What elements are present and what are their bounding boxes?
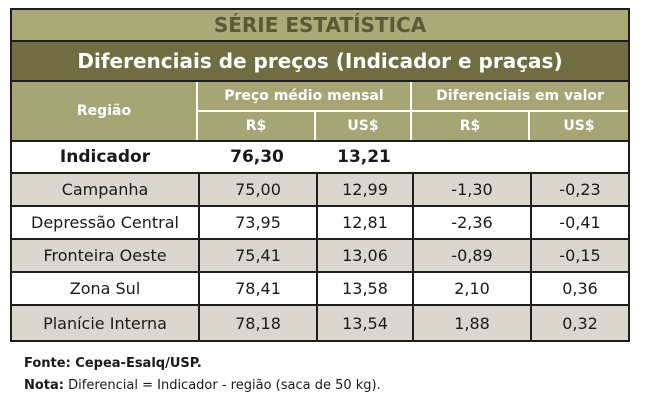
price-rs-cell: 75,41 [235, 246, 281, 265]
region-cell: Fronteira Oeste [43, 246, 167, 265]
diff-rs-cell: 1,88 [454, 313, 490, 333]
footer-note-text: Diferencial = Indicador - região (saca d… [64, 378, 381, 393]
table-row: Zona Sul 78,41 13,58 2,10 0,36 [12, 273, 628, 306]
indicator-label: Indicador [59, 147, 151, 167]
diff-usd-cell: 0,32 [562, 313, 598, 333]
diff-rs-cell: -2,36 [451, 213, 493, 232]
price-rs-cell: 75,00 [235, 180, 281, 199]
header-preco-usd: US$ [316, 112, 412, 140]
diff-usd-cell: 0,36 [562, 279, 598, 298]
diff-usd-cell: -0,15 [559, 246, 601, 265]
diff-usd-cell: -0,41 [559, 213, 601, 232]
diff-usd-cell: -0,23 [559, 180, 601, 199]
table-row: Depressão Central 73,95 12,81 -2,36 -0,4… [12, 207, 628, 240]
price-table: SÉRIE ESTATÍSTICA Diferenciais de preços… [10, 8, 630, 342]
footer-source: Fonte: Cepea-Esalq/USP. [24, 356, 202, 371]
price-usd-cell: 13,06 [342, 246, 388, 265]
indicator-row: Indicador 76,30 13,21 [12, 140, 628, 174]
region-cell: Depressão Central [31, 213, 179, 232]
header-dif-usd: US$ [530, 112, 628, 140]
price-usd-cell: 12,81 [342, 213, 388, 232]
header-preco-rs: R$ [198, 112, 316, 140]
header-dif-rs: R$ [412, 112, 530, 140]
header-diferenciais: Diferenciais em valor [412, 82, 628, 112]
diff-rs-cell: 2,10 [454, 279, 490, 298]
price-usd-cell: 13,54 [342, 313, 388, 333]
footer-note-label: Nota: [24, 378, 64, 393]
table-row: Campanha 75,00 12,99 -1,30 -0,23 [12, 174, 628, 207]
table-title: SÉRIE ESTATÍSTICA [12, 10, 628, 42]
price-usd-cell: 12,99 [342, 180, 388, 199]
diff-rs-cell: -0,89 [451, 246, 493, 265]
region-cell: Campanha [61, 180, 149, 199]
indicator-price-usd: 13,21 [337, 147, 391, 167]
price-rs-cell: 73,95 [235, 213, 281, 232]
region-cell: Zona Sul [69, 279, 141, 298]
price-rs-cell: 78,41 [235, 279, 281, 298]
table-subtitle: Diferenciais de preços (Indicador e praç… [12, 42, 628, 82]
price-usd-cell: 13,58 [342, 279, 388, 298]
region-cell: Planície Interna [43, 313, 167, 333]
header-regiao: Região [12, 82, 198, 140]
indicator-price-rs: 76,30 [230, 147, 284, 167]
table-row: Fronteira Oeste 75,41 13,06 -0,89 -0,15 [12, 240, 628, 273]
price-rs-cell: 78,18 [235, 313, 281, 333]
diff-rs-cell: -1,30 [451, 180, 493, 199]
footer-note: Nota: Diferencial = Indicador - região (… [24, 378, 381, 393]
table-row: Planície Interna 78,18 13,54 1,88 0,32 [12, 306, 628, 340]
header-preco-medio: Preço médio mensal [198, 82, 412, 112]
